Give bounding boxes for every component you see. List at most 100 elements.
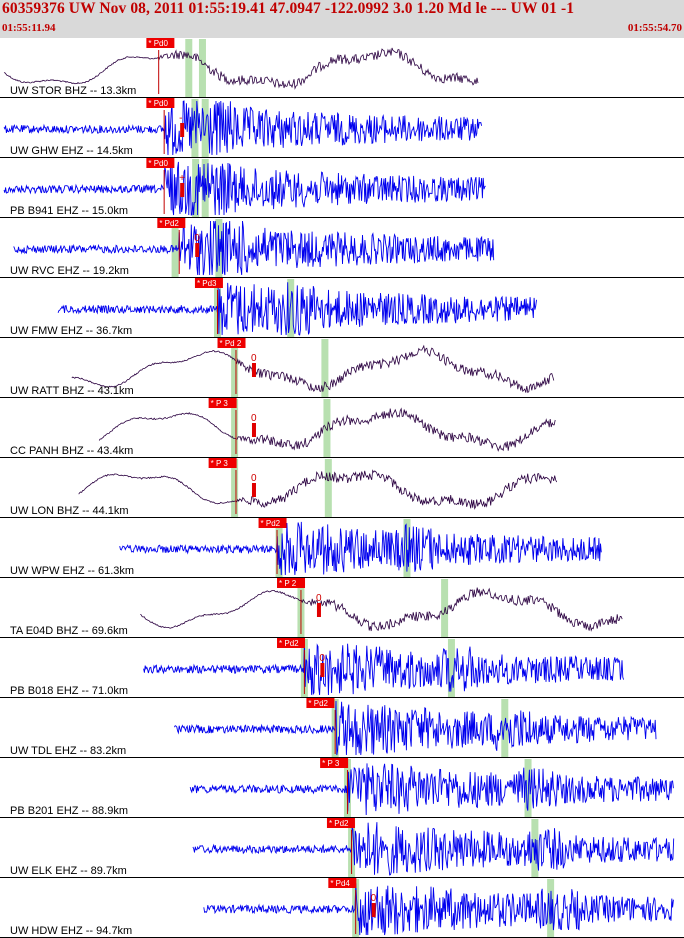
analysis-window	[441, 579, 449, 637]
phase-tag	[194, 278, 223, 288]
phase-label: * P 3	[211, 399, 229, 408]
phase-tag	[326, 818, 355, 828]
amplitude-pick	[180, 183, 185, 197]
waveform-trace	[203, 883, 674, 936]
phase-label: * Pd2	[329, 819, 349, 828]
analysis-window	[231, 339, 239, 397]
waveform-trace	[192, 822, 675, 876]
analysis-window	[447, 639, 455, 697]
phase-label: * Pd0	[148, 159, 168, 168]
station-label: CC PANH BHZ -- 43.4km	[10, 445, 133, 457]
amplitude-pick	[320, 663, 325, 677]
phase-label: * Pd3	[197, 279, 217, 288]
waveform-trace	[3, 100, 483, 156]
waveform-trace	[189, 763, 674, 816]
analysis-window	[191, 99, 199, 157]
waveform-trace	[78, 469, 558, 510]
phase-tag	[146, 158, 175, 168]
waveform-trace	[143, 641, 625, 696]
phase-label: * P 2	[279, 579, 297, 588]
analysis-window	[321, 339, 329, 397]
phase-label: * Pd0	[148, 99, 168, 108]
station-label: PB B201 EHZ -- 88.9km	[10, 805, 128, 817]
pick-mark: +	[179, 173, 185, 184]
analysis-window	[323, 399, 331, 457]
station-label: UW TDL EHZ -- 83.2km	[10, 745, 126, 757]
phase-tag	[277, 578, 306, 588]
phase-tag	[146, 98, 175, 108]
phase-label: * Pd0	[148, 39, 168, 48]
phase-label: * Pd2	[279, 639, 299, 648]
analysis-window	[231, 459, 239, 517]
pick-mark: 0	[251, 473, 257, 484]
phase-label: * P 3	[322, 759, 340, 768]
phase-label: * P 3	[211, 459, 229, 468]
waveform-trace	[98, 407, 556, 452]
station-label: UW STOR BHZ -- 13.3km	[10, 85, 136, 97]
station-label: UW FMW EHZ -- 36.7km	[10, 325, 132, 337]
trace-panel: * Pd2 0 UW RVC EHZ -- 19.2km	[0, 218, 684, 278]
station-label: UW LON BHZ -- 44.1km	[10, 505, 129, 517]
amplitude-pick	[251, 363, 256, 377]
waveform-trace	[3, 47, 479, 90]
trace-panel: * Pd4 0 UW HDW EHZ -- 94.7km	[0, 878, 684, 938]
trace-panel: * Pd0 UW STOR BHZ -- 13.3km	[0, 38, 684, 98]
amplitude-pick	[316, 603, 321, 617]
analysis-window	[324, 459, 332, 517]
pick-mark: -	[179, 113, 182, 124]
phase-tag	[157, 218, 186, 228]
station-label: UW WPW EHZ -- 61.3km	[10, 565, 134, 577]
waveform-trace	[3, 161, 486, 216]
pick-mark: 0	[316, 593, 322, 604]
pick-mark: 0	[194, 233, 200, 244]
analysis-window	[171, 219, 179, 277]
event-title: 60359376 UW Nov 08, 2011 01:55:19.41 47.…	[2, 0, 575, 17]
station-label: UW RVC EHZ -- 19.2km	[10, 265, 129, 277]
amplitude-pick	[180, 123, 185, 137]
trace-panel: * Pd 2 0 UW RATT BHZ -- 43.1km	[0, 338, 684, 398]
amplitude-pick	[195, 243, 200, 257]
trace-panel: * Pd0 + PB B941 EHZ -- 15.0km	[0, 158, 684, 218]
station-label: PB B018 EHZ -- 71.0km	[10, 685, 128, 697]
waveform-trace	[13, 220, 495, 276]
waveform-trace	[140, 587, 623, 632]
station-label: PB B941 EHZ -- 15.0km	[10, 205, 128, 217]
trace-panel: * P 3 PB B201 EHZ -- 88.9km	[0, 758, 684, 818]
phase-label: * Pd2	[261, 519, 281, 528]
pick-mark: 0	[251, 353, 257, 364]
amplitude-pick	[251, 483, 256, 497]
station-label: UW ELK EHZ -- 89.7km	[10, 865, 127, 877]
analysis-window	[231, 399, 239, 457]
phase-tag	[328, 878, 357, 888]
phase-label: * Pd2	[308, 699, 328, 708]
window-end-time: 01:55:54.70	[627, 22, 682, 34]
waveform-trace	[119, 521, 602, 576]
trace-panel: * P 2 0 TA E04D BHZ -- 69.6km	[0, 578, 684, 638]
trace-panel: * Pd2 0 PB B018 EHZ -- 71.0km	[0, 638, 684, 698]
trace-panel: * P 3 0 CC PANH BHZ -- 43.4km	[0, 398, 684, 458]
trace-panel: * Pd2 UW ELK EHZ -- 89.7km	[0, 818, 684, 878]
station-label: UW GHW EHZ -- 14.5km	[10, 145, 133, 157]
seismogram-plot: * Pd0 UW STOR BHZ -- 13.3km * Pd0 - UW GHW E…	[0, 38, 684, 938]
analysis-window	[185, 39, 193, 97]
amplitude-pick	[251, 423, 256, 437]
pick-mark: 0	[251, 413, 257, 424]
station-label: UW RATT BHZ -- 43.1km	[10, 385, 134, 397]
phase-tag	[146, 38, 175, 48]
phase-tag	[208, 398, 237, 408]
analysis-window	[403, 519, 411, 577]
waveform-trace	[57, 282, 537, 336]
event-header: 60359376 UW Nov 08, 2011 01:55:19.41 47.…	[0, 0, 684, 38]
trace-panel: * Pd2 UW WPW EHZ -- 61.3km	[0, 518, 684, 578]
phase-tag	[306, 698, 335, 708]
phase-tag	[258, 518, 287, 528]
trace-panel: * Pd0 - UW GHW EHZ -- 14.5km	[0, 98, 684, 158]
phase-tag	[208, 458, 237, 468]
station-label: UW HDW EHZ -- 94.7km	[10, 925, 132, 937]
phase-tag	[217, 338, 246, 348]
phase-label: * Pd2	[159, 219, 179, 228]
waveform-trace	[174, 700, 657, 756]
phase-tag	[277, 638, 306, 648]
phase-label: * Pd4	[330, 879, 350, 888]
trace-panel: * Pd2 UW TDL EHZ -- 83.2km	[0, 698, 684, 758]
